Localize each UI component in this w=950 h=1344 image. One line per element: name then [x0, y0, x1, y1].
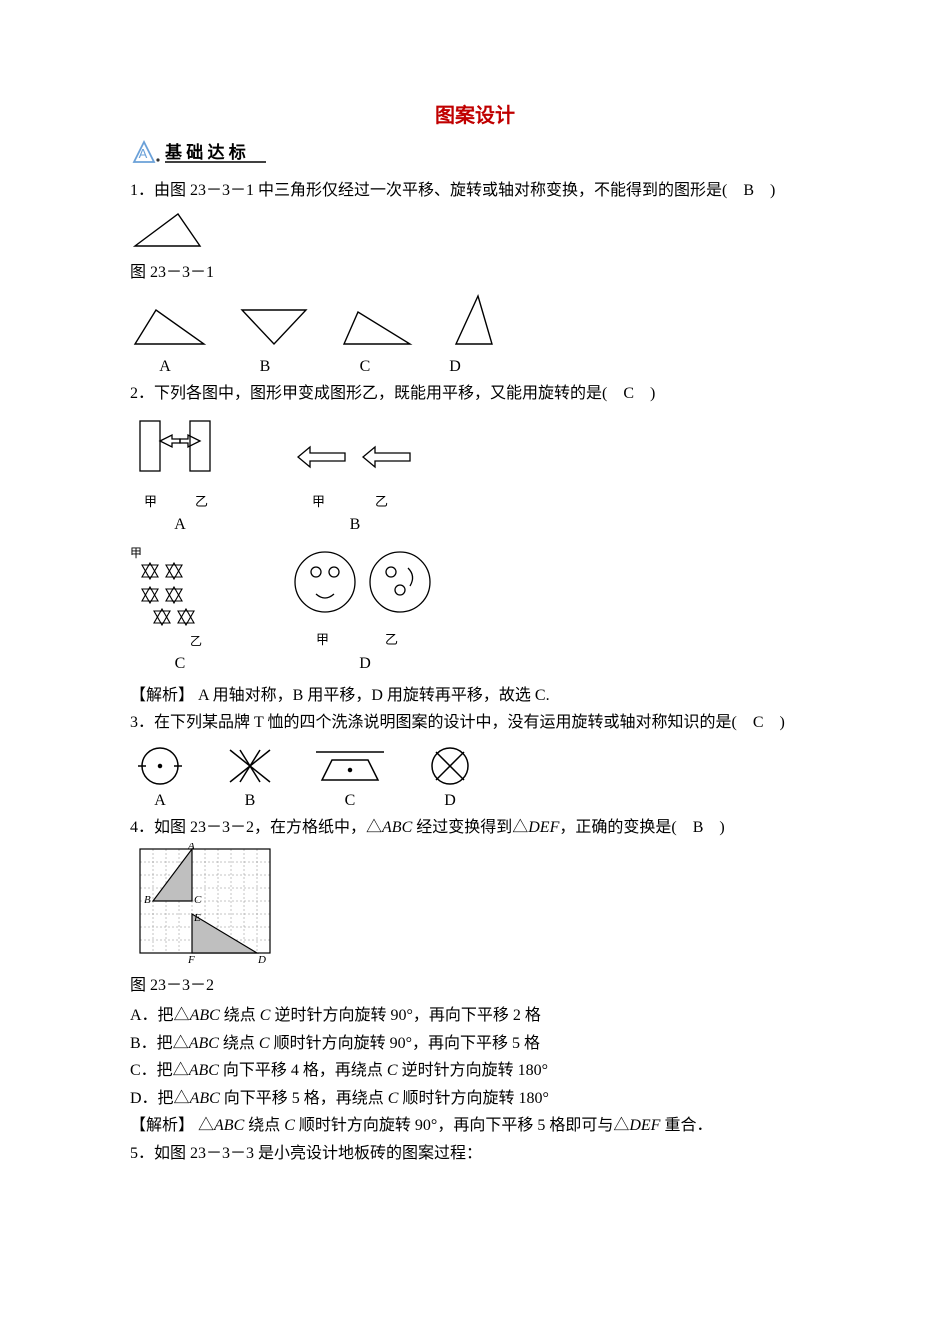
- q3-figures: [130, 742, 820, 788]
- q1-opt-b-label: B: [230, 354, 300, 380]
- q4-opt-c: C．把△ABC 向下平移 4 格，再绕点 C 逆时针方向旋转 180°: [130, 1058, 820, 1084]
- q2-d-jia: 甲: [316, 630, 329, 651]
- q2-opt-c-label: C: [130, 651, 230, 677]
- q1-opt-d-icon: [442, 292, 502, 348]
- q3-opt-c-label: C: [310, 788, 390, 814]
- q2-a-jia: 甲: [144, 492, 157, 513]
- q2-opt-b-block: 甲 乙 B: [290, 433, 420, 538]
- svg-text:D: D: [257, 954, 266, 963]
- svg-text:C: C: [194, 894, 202, 906]
- q1-figure-caption: 图 23－3－1: [130, 260, 820, 286]
- section-label: 基 础 达 标: [164, 142, 246, 162]
- q2-opt-b-label: B: [290, 512, 420, 538]
- section-badge-icon: A 基 础 达 标: [130, 138, 270, 164]
- q1-option-labels: A B C D: [130, 354, 820, 380]
- q1-opt-b-icon: [234, 298, 314, 348]
- q2-opt-d-icon: [290, 546, 440, 622]
- svg-text:B: B: [144, 894, 151, 906]
- q3-opt-a-icon: [130, 742, 190, 788]
- q2-b-yi: 乙: [375, 492, 388, 513]
- q2-opt-a-block: 甲 乙 A: [130, 413, 230, 538]
- q2-row2: 甲 乙 C: [130, 544, 820, 677]
- q1-options-figures: [130, 292, 820, 348]
- q1-opt-a-label: A: [130, 354, 200, 380]
- q1-opt-d-label: D: [430, 354, 480, 380]
- q3-opt-d-label: D: [420, 788, 480, 814]
- q4-stem: 4．如图 23－3－2，在方格纸中，△ABC 经过变换得到△DEF，正确的变换是…: [130, 815, 820, 841]
- q2-analysis: 【解析】 A 用轴对称，B 用平移，D 用旋转再平移，故选 C.: [130, 683, 820, 709]
- q5-stem: 5．如图 23－3－3 是小亮设计地板砖的图案过程：: [130, 1141, 820, 1167]
- svg-text:E: E: [193, 912, 201, 924]
- q2-opt-d-block: 甲 乙 D: [290, 546, 440, 677]
- q2-opt-c-block: 甲 乙 C: [130, 544, 230, 677]
- q2-opt-a-icon: [130, 413, 230, 483]
- q4-analysis: 【解析】 △ABC 绕点 C 顺时针方向旋转 90°，再向下平移 5 格即可与△…: [130, 1113, 820, 1139]
- q4-opt-a: A．把△ABC 绕点 C 逆时针方向旋转 90°，再向下平移 2 格: [130, 1003, 820, 1029]
- q3-opt-a-label: A: [130, 788, 190, 814]
- q2-b-jia: 甲: [312, 492, 325, 513]
- q2-d-yi: 乙: [385, 630, 398, 651]
- q2-a-yi: 乙: [195, 492, 208, 513]
- q3-stem: 3．在下列某品牌 T 恤的四个洗涤说明图案的设计中，没有运用旋转或轴对称知识的是…: [130, 710, 820, 736]
- q2-row1: 甲 乙 A 甲 乙 B: [130, 413, 820, 538]
- q3-option-labels: A B C D: [130, 788, 820, 814]
- q4-figure-caption: 图 23－3－2: [130, 973, 820, 999]
- q4-figure: A B C E F D: [130, 843, 820, 972]
- svg-text:F: F: [187, 954, 195, 963]
- q2-stem: 2．下列各图中，图形甲变成图形乙，既能用平移，又能用旋转的是( C ): [130, 381, 820, 407]
- page-title: 图案设计: [130, 100, 820, 132]
- q1-opt-a-icon: [130, 298, 210, 348]
- q2-opt-a-label: A: [130, 512, 230, 538]
- q4-opt-d: D．把△ABC 向下平移 5 格，再绕点 C 顺时针方向旋转 180°: [130, 1086, 820, 1112]
- q1-stem: 1．由图 23－3－1 中三角形仅经过一次平移、旋转或轴对称变换，不能得到的图形…: [130, 178, 820, 204]
- q2-opt-b-icon: [290, 433, 420, 483]
- q3-opt-b-label: B: [220, 788, 280, 814]
- q2-opt-c-icon: [130, 559, 230, 639]
- svg-text:A: A: [187, 843, 195, 852]
- q3-opt-d-icon: [420, 742, 480, 788]
- q1-opt-c-label: C: [330, 354, 400, 380]
- section-header: A 基 础 达 标: [130, 138, 820, 164]
- q2-opt-d-label: D: [290, 651, 440, 677]
- section-letter: A: [139, 146, 148, 161]
- q3-opt-b-icon: [220, 742, 280, 788]
- q1-opt-c-icon: [338, 298, 418, 348]
- q4-opt-b: B．把△ABC 绕点 C 顺时针方向旋转 90°，再向下平移 5 格: [130, 1031, 820, 1057]
- q3-opt-c-icon: [310, 742, 390, 788]
- q1-base-figure: [130, 206, 820, 259]
